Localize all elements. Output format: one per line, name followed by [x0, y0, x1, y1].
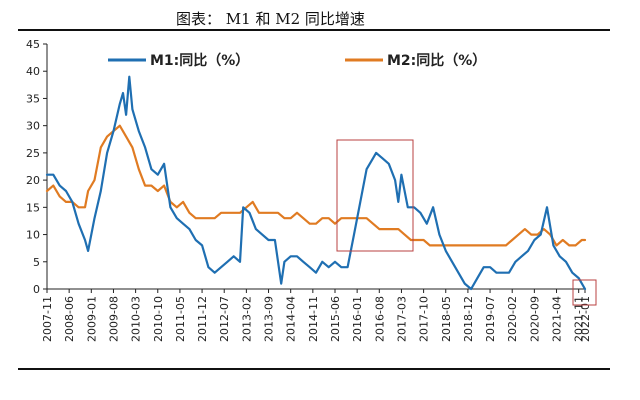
- y-tick-label: 30: [26, 120, 40, 133]
- title-rule: [18, 29, 610, 31]
- x-tick-label: 2013-02: [240, 296, 253, 342]
- y-tick-label: 25: [26, 147, 40, 160]
- x-tick-label: 2014-04: [285, 296, 298, 342]
- x-tick-label: 2010-03: [130, 296, 143, 342]
- highlight-boxes: [336, 139, 597, 306]
- y-tick-label: 10: [26, 229, 40, 242]
- x-tick-label: 2012-07: [218, 296, 231, 342]
- highlight-box-2022: [572, 279, 597, 306]
- x-tick-label: 2020-02: [506, 296, 519, 342]
- x-tick-label: 2016-01: [351, 296, 364, 342]
- highlight-box-2016: [336, 139, 414, 252]
- y-tick-label: 15: [26, 201, 40, 214]
- x-tick-label: 2018-05: [440, 296, 453, 342]
- x-tick-label: 2021-11: [573, 296, 586, 342]
- x-tick-label: 2008-06: [63, 296, 76, 342]
- x-tick-label: 2016-08: [373, 296, 386, 342]
- x-tick-label: 2011-05: [174, 296, 187, 342]
- chart-title: 图表： M1 和 M2 同比增速: [176, 10, 365, 28]
- legend-label-m2: M2:同比（%）: [387, 52, 486, 69]
- x-tick-label: 2019-07: [484, 296, 497, 342]
- x-tick-label: 2022-01: [579, 296, 592, 342]
- series-line-m1: [45, 75, 587, 291]
- y-tick-label: 40: [26, 65, 40, 78]
- legend: M1:同比（%） M2:同比（%）: [108, 52, 486, 69]
- y-tick-label: 5: [33, 256, 40, 269]
- x-tick-label: 2014-11: [307, 296, 320, 342]
- x-tick-label: 2013-09: [263, 296, 276, 342]
- x-tick-label: 2009-08: [107, 296, 120, 342]
- axes: [46, 44, 585, 290]
- y-tick-label: 20: [26, 174, 40, 187]
- x-tick-label: 2021-04: [551, 296, 564, 342]
- x-tick-label: 2018-12: [462, 296, 475, 342]
- x-tick-label: 2007-11: [41, 296, 54, 342]
- series-line-m2: [45, 124, 587, 247]
- x-tick-label: 2017-03: [395, 296, 408, 342]
- x-tick-label: 2015-06: [329, 296, 342, 342]
- bottom-rule: [18, 368, 610, 370]
- x-tick-label: 2009-01: [85, 296, 98, 342]
- y-tick-label: 35: [26, 92, 40, 105]
- series-layer: [45, 75, 587, 291]
- y-tick-group: 0 5 10 15 20 25 30 35 40 45: [26, 38, 47, 296]
- x-tick-label: 2017-10: [418, 296, 431, 342]
- x-tick-label: 2011-12: [196, 296, 209, 342]
- x-tick-group: 2007-11 2008-06 2009-01 2009-08 2010-03 2010-…: [41, 289, 592, 342]
- x-tick-label: 2010-10: [152, 296, 165, 342]
- y-tick-label: 0: [33, 283, 40, 296]
- x-tick-label: 2020-09: [528, 296, 541, 342]
- y-tick-label: 45: [26, 38, 40, 51]
- legend-label-m1: M1:同比（%）: [150, 52, 249, 69]
